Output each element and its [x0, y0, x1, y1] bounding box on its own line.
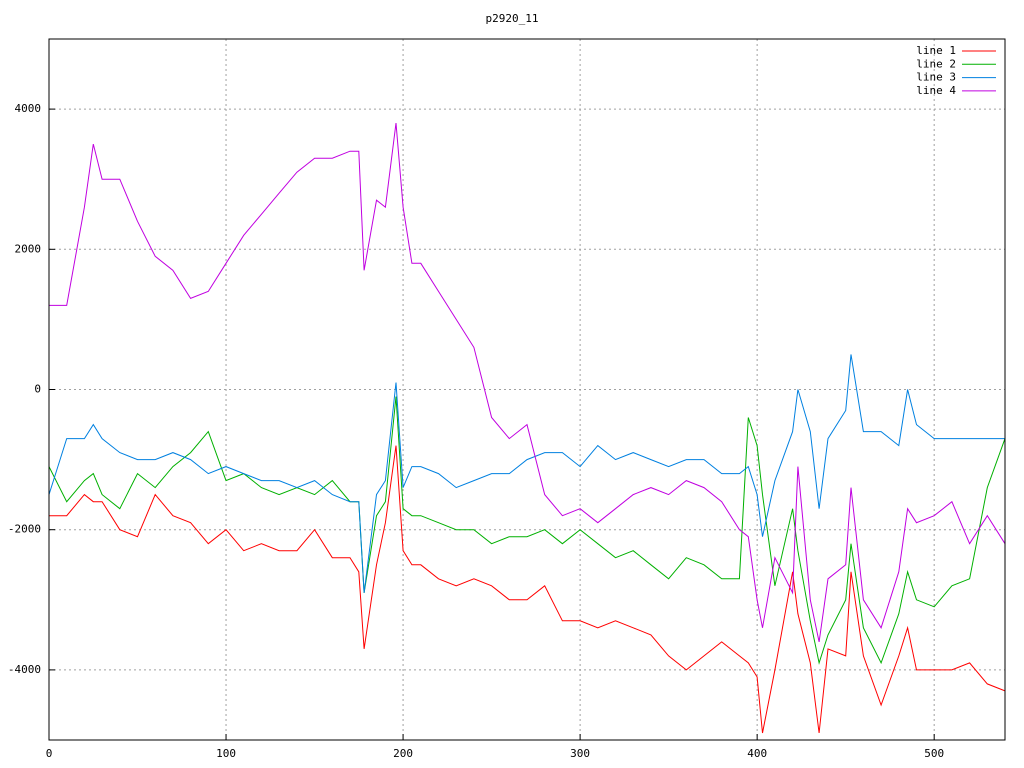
x-tick-label: 100 [216, 747, 236, 760]
series-line [49, 123, 1006, 643]
y-tick-label: 4000 [15, 102, 42, 115]
x-tick-label: 500 [924, 747, 944, 760]
chart-title: p2920_11 [486, 12, 539, 25]
x-tick-label: 400 [747, 747, 767, 760]
y-tick-label: 0 [34, 383, 41, 396]
series-line [49, 445, 1006, 734]
y-tick-label: 2000 [15, 242, 42, 255]
legend-label: line 4 [916, 84, 956, 97]
legend-label: line 3 [916, 71, 956, 84]
y-tick-label: -4000 [8, 663, 41, 676]
x-tick-label: 200 [393, 747, 413, 760]
series-line [48, 396, 1006, 665]
x-tick-label: 0 [46, 747, 53, 760]
legend-label: line 1 [916, 44, 956, 57]
x-tick-label: 300 [570, 747, 590, 760]
y-tick-label: -2000 [8, 523, 41, 536]
plot-border [48, 38, 1006, 741]
legend-label: line 2 [916, 57, 956, 70]
series-line [48, 354, 1005, 593]
